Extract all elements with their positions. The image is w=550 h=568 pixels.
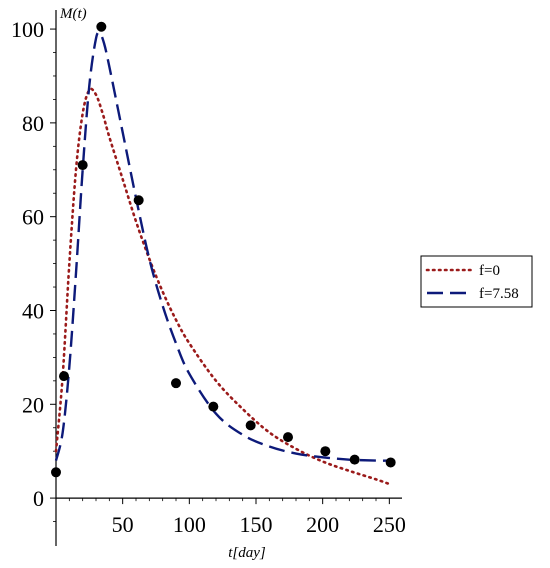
data-point [171,378,181,389]
data-point [51,467,61,478]
data-point [59,371,69,382]
series-lines [54,31,391,486]
axes [55,10,402,546]
y-tick-label: 60 [22,205,44,230]
data-points [51,21,396,478]
data-point [77,160,88,171]
data-point [283,432,293,443]
legend-label: f=0 [479,263,500,279]
x-tick-label: 150 [240,512,273,537]
x-tick-label: 100 [173,512,206,537]
x-tick-label: 200 [306,512,339,537]
legend: f=0 f=7.58 [420,255,533,308]
x-tick-label: 50 [112,512,134,537]
data-point [133,195,144,206]
x-tick-label: 250 [373,512,406,537]
y-tick-label: 80 [22,111,44,136]
y-tick-label: 0 [33,486,44,511]
legend-box [420,255,533,308]
y-axis-label: M(t) [59,6,87,22]
y-tick-label: 20 [22,392,44,417]
legend-label: f=7.58 [479,286,519,302]
data-point [349,454,360,465]
x-axis-ticks: 50 100 150 200 250 [68,498,406,537]
data-point [385,457,396,468]
x-axis-label: t[day] [228,545,266,561]
series-line-f-0 [54,87,391,486]
series-line-f-7-58 [54,31,390,462]
data-point [208,401,219,412]
data-point [96,21,107,32]
y-tick-label: 100 [11,17,44,42]
y-axis-ticks: 0 20 40 60 80 100 [11,17,56,522]
y-tick-label: 40 [22,298,44,323]
data-point [320,446,331,457]
data-point [245,420,256,431]
